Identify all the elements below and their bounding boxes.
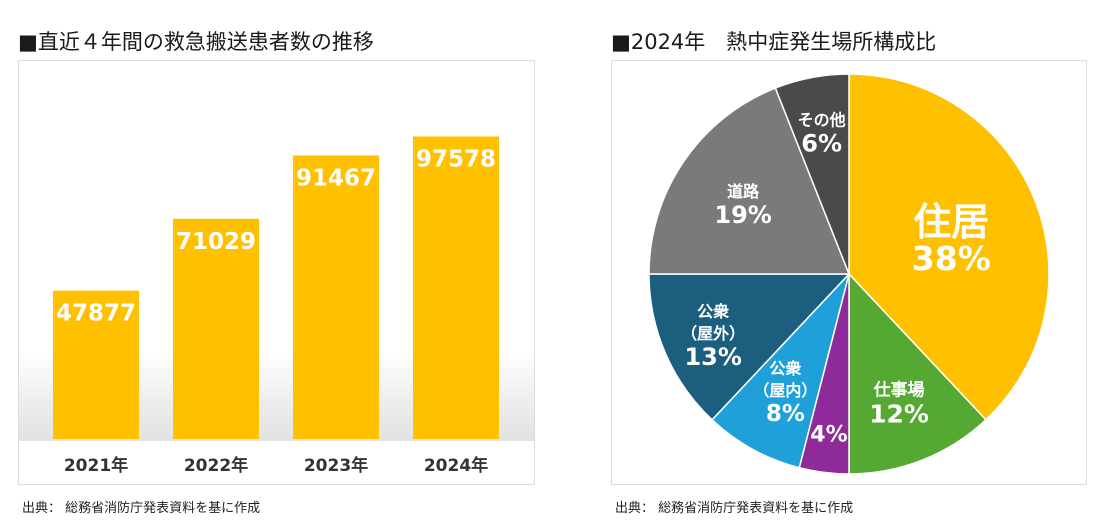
pie-slice-label: 住居: [913, 200, 989, 244]
pie-slice-percent: 38%: [912, 239, 991, 278]
pie-slice-label: 道路: [727, 182, 760, 201]
pie-slice-2: [848, 272, 987, 475]
pie-slice-percent: 4%: [810, 423, 847, 448]
x-tick-label: 2022年: [184, 455, 248, 476]
bar-value-label: 71029: [176, 229, 256, 255]
pie-slice-label: 公衆: [697, 302, 729, 321]
bar-1: [53, 290, 139, 439]
bar-value-label: 47877: [56, 301, 136, 327]
pie-chart-panel: 住居 38% 仕事場 12% 4% 公衆 （屋内） 8% 公衆 （屋外） 13% 道路 19% その他 6%: [611, 60, 1087, 485]
pie-chart-source: 出典： 総務省消防庁発表資料を基に作成: [615, 501, 854, 516]
bar-chart: 47877 2021年 71029 2022年 91467 2023年 97578 2024年: [19, 136, 534, 476]
pie-slice-percent: 19%: [714, 201, 771, 229]
x-tick-label: 2021年: [64, 455, 128, 476]
pie-slice-6: [648, 87, 851, 275]
bar-3: [293, 155, 379, 439]
pie-slice-4: [711, 273, 850, 469]
pie-slice-percent: 12%: [869, 399, 929, 428]
bar-chart-panel: 47877 2021年 71029 2022年 91467 2023年 97578 2024年: [18, 60, 535, 485]
x-tick-label: 2023年: [304, 455, 368, 476]
bar-chart-source: 出典： 総務省消防庁発表資料を基に作成: [22, 501, 261, 516]
pie-slice-label: （屋内）: [753, 381, 817, 400]
pie-slice-label: 公衆: [769, 359, 801, 378]
bar-2: [173, 218, 259, 439]
bar-4: [413, 136, 499, 439]
pie-slice-label: （屋外）: [681, 324, 745, 343]
pie-slice-label: 仕事場: [873, 379, 925, 400]
pie-slice-percent: 6%: [801, 130, 842, 158]
bar-chart-title: ■直近４年間の救急搬送患者数の推移: [18, 30, 374, 54]
pie-chart-title: ■2024年 熱中症発生場所構成比: [611, 30, 937, 54]
x-tick-label: 2024年: [424, 455, 488, 476]
bar-value-label: 97578: [416, 147, 496, 173]
pie-slice-5: [648, 273, 851, 421]
pie-slice-percent: 8%: [766, 401, 805, 427]
pie-slice-1: [848, 73, 1050, 421]
bar-value-label: 91467: [296, 165, 376, 191]
pie-slice-percent: 13%: [684, 343, 741, 371]
pie-slice-label: その他: [798, 111, 846, 130]
pie-slice-7: [774, 73, 850, 275]
